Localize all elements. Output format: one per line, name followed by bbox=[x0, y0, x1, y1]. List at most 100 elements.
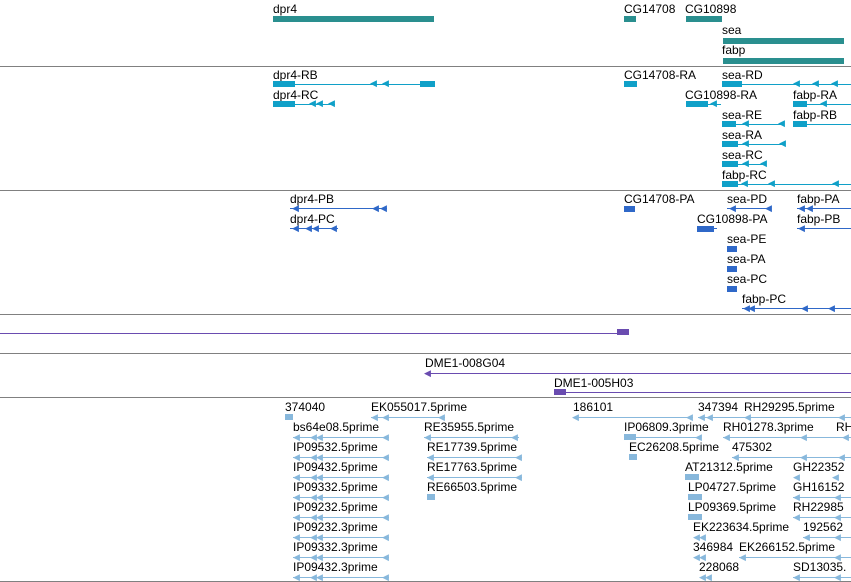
feature-label[interactable]: LP09369.5prime bbox=[688, 500, 777, 514]
feature-label[interactable]: RH bbox=[836, 420, 851, 434]
feature-line[interactable] bbox=[293, 497, 389, 498]
feature-label[interactable]: sea-PC bbox=[727, 272, 768, 286]
feature-label[interactable]: IP09332.3prime bbox=[293, 540, 378, 554]
feature-label[interactable]: RE35955.5prime bbox=[424, 420, 515, 434]
feature-line[interactable] bbox=[573, 417, 693, 418]
feature-label[interactable]: fabp-PA bbox=[797, 192, 840, 206]
feature-label[interactable]: 346984 bbox=[693, 540, 734, 554]
feature-label[interactable]: 192562 bbox=[803, 520, 844, 534]
feature-line[interactable] bbox=[797, 228, 851, 229]
feature-line[interactable] bbox=[273, 84, 435, 85]
feature-label[interactable]: GH16152 bbox=[793, 480, 845, 494]
feature-line[interactable] bbox=[293, 537, 389, 538]
feature-label[interactable]: dpr4-PC bbox=[290, 212, 335, 226]
feature-label[interactable]: 347394 bbox=[698, 400, 739, 414]
feature-label[interactable]: IP09432.5prime bbox=[293, 460, 378, 474]
feature-line[interactable] bbox=[697, 228, 717, 229]
feature-label[interactable]: fabp-RA bbox=[793, 88, 838, 102]
feature-line[interactable] bbox=[293, 477, 389, 478]
feature-glyph[interactable] bbox=[617, 329, 629, 335]
feature-glyph[interactable] bbox=[427, 494, 435, 500]
feature-label[interactable]: DME1-008G04 bbox=[425, 356, 506, 370]
feature-glyph[interactable] bbox=[273, 101, 295, 107]
feature-line[interactable] bbox=[273, 104, 335, 105]
feature-label[interactable]: EC26208.5prime bbox=[629, 440, 720, 454]
feature-line[interactable] bbox=[742, 308, 851, 309]
feature-label[interactable]: fabp-RC bbox=[722, 168, 767, 182]
feature-glyph[interactable] bbox=[420, 81, 435, 87]
feature-label[interactable]: SD13035. bbox=[793, 560, 847, 574]
feature-label[interactable]: RE66503.5prime bbox=[427, 480, 518, 494]
feature-glyph[interactable] bbox=[624, 81, 637, 87]
feature-label[interactable]: 186101 bbox=[573, 400, 614, 414]
feature-glyph[interactable] bbox=[273, 81, 295, 87]
feature-line[interactable] bbox=[793, 577, 851, 578]
feature-line[interactable] bbox=[293, 577, 389, 578]
feature-label[interactable]: CG10898-PA bbox=[697, 212, 768, 226]
feature-line[interactable] bbox=[686, 104, 721, 105]
feature-glyph[interactable] bbox=[697, 226, 714, 232]
feature-line[interactable] bbox=[793, 517, 851, 518]
feature-line[interactable] bbox=[290, 208, 387, 209]
feature-glyph[interactable] bbox=[285, 414, 293, 420]
feature-line[interactable] bbox=[427, 477, 522, 478]
feature-glyph[interactable] bbox=[722, 161, 738, 167]
feature-label[interactable]: GH22352 bbox=[793, 460, 845, 474]
feature-line[interactable] bbox=[727, 208, 771, 209]
feature-line[interactable] bbox=[698, 417, 851, 418]
feature-label[interactable]: sea-RC bbox=[722, 148, 763, 162]
feature-label[interactable]: dpr4-PB bbox=[290, 192, 335, 206]
feature-label[interactable]: RE17739.5prime bbox=[427, 440, 518, 454]
feature-glyph[interactable] bbox=[686, 16, 722, 22]
feature-glyph[interactable] bbox=[722, 121, 736, 127]
feature-label[interactable]: 228068 bbox=[699, 560, 740, 574]
feature-line[interactable] bbox=[793, 104, 851, 105]
feature-glyph[interactable] bbox=[624, 434, 636, 440]
feature-label[interactable]: IP09432.3prime bbox=[293, 560, 378, 574]
feature-label[interactable]: fabp-PC bbox=[742, 292, 787, 306]
feature-line[interactable] bbox=[636, 437, 696, 438]
feature-glyph[interactable] bbox=[722, 81, 742, 87]
feature-label[interactable]: 475302 bbox=[732, 440, 773, 454]
feature-line[interactable] bbox=[371, 417, 445, 418]
feature-label[interactable]: IP09232.3prime bbox=[293, 520, 378, 534]
feature-label[interactable]: CG14708-PA bbox=[624, 192, 695, 206]
feature-label[interactable]: IP09332.5prime bbox=[293, 480, 378, 494]
feature-glyph[interactable] bbox=[727, 266, 737, 272]
feature-line[interactable] bbox=[425, 373, 851, 374]
feature-label[interactable]: IP09532.5prime bbox=[293, 440, 378, 454]
feature-label[interactable]: CG10898-RA bbox=[685, 88, 758, 102]
feature-line[interactable] bbox=[722, 144, 785, 145]
feature-glyph[interactable] bbox=[688, 494, 702, 500]
feature-line[interactable] bbox=[722, 124, 783, 125]
feature-label[interactable]: sea-RA bbox=[722, 128, 763, 142]
feature-glyph[interactable] bbox=[722, 181, 738, 187]
feature-line[interactable] bbox=[427, 457, 522, 458]
feature-label[interactable]: sea-RE bbox=[722, 108, 763, 122]
feature-glyph[interactable] bbox=[722, 141, 738, 147]
feature-label[interactable]: CG14708 bbox=[624, 2, 676, 16]
feature-label[interactable]: LP04727.5prime bbox=[688, 480, 777, 494]
feature-label[interactable]: AT21312.5prime bbox=[685, 460, 773, 474]
feature-label[interactable]: fabp-RB bbox=[793, 108, 838, 122]
feature-label[interactable]: CG14708-RA bbox=[624, 68, 697, 82]
feature-label[interactable]: RH29295.5prime bbox=[744, 400, 835, 414]
feature-line[interactable] bbox=[293, 557, 389, 558]
feature-glyph[interactable] bbox=[793, 121, 807, 127]
feature-label[interactable]: sea-PA bbox=[727, 252, 766, 266]
feature-label[interactable]: sea bbox=[722, 23, 742, 37]
feature-line[interactable] bbox=[424, 437, 519, 438]
feature-label[interactable]: RE17763.5prime bbox=[427, 460, 518, 474]
feature-line[interactable] bbox=[293, 437, 389, 438]
feature-label[interactable]: fabp-PB bbox=[797, 212, 841, 226]
feature-line[interactable] bbox=[290, 228, 338, 229]
feature-label[interactable]: EK223634.5prime bbox=[693, 520, 790, 534]
feature-label[interactable]: EK266152.5prime bbox=[739, 540, 836, 554]
feature-glyph[interactable] bbox=[273, 16, 434, 22]
feature-glyph[interactable] bbox=[685, 474, 699, 480]
feature-label[interactable]: IP06809.3prime bbox=[624, 420, 709, 434]
feature-line[interactable] bbox=[722, 84, 851, 85]
feature-label[interactable]: CG10898 bbox=[685, 2, 737, 16]
feature-label[interactable]: fabp bbox=[722, 43, 746, 57]
feature-line[interactable] bbox=[0, 333, 625, 334]
